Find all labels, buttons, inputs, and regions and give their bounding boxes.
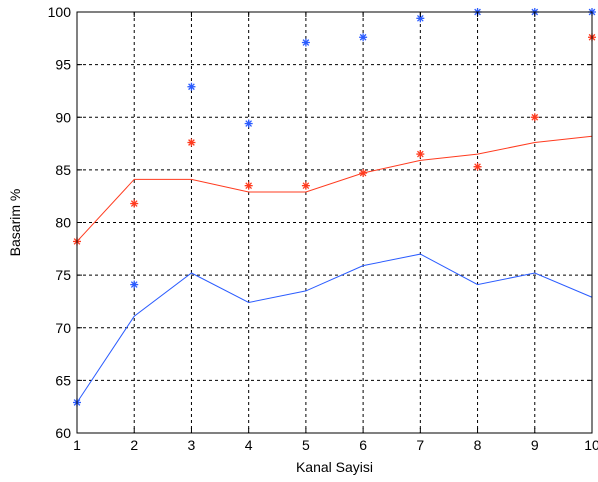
star-marker xyxy=(244,181,253,190)
star-marker xyxy=(187,82,196,91)
star-marker xyxy=(301,38,310,47)
y-tick-label: 90 xyxy=(55,109,71,125)
x-tick-label: 2 xyxy=(130,437,138,453)
star-marker xyxy=(130,280,139,289)
y-tick-label: 60 xyxy=(55,425,71,441)
star-marker xyxy=(416,150,425,159)
star-marker xyxy=(530,113,539,122)
star-marker xyxy=(359,33,368,42)
x-axis-label: Kanal Sayisi xyxy=(296,459,373,475)
tick-layer: 1 2 3 4 5 6 7 8 9 10 60 65 70 75 80 85 90 95 100 xyxy=(48,4,598,453)
star-marker xyxy=(473,162,482,171)
x-tick-label: 4 xyxy=(245,437,253,453)
y-tick-label: 80 xyxy=(55,215,71,231)
x-tick-label: 8 xyxy=(474,437,482,453)
y-tick-label: 100 xyxy=(48,4,72,20)
x-tick-label: 7 xyxy=(416,437,424,453)
grid-lines xyxy=(77,12,592,433)
series-layer xyxy=(73,8,596,407)
x-tick-label: 9 xyxy=(531,437,539,453)
x-tick-label: 6 xyxy=(359,437,367,453)
star-marker xyxy=(301,181,310,190)
series-line-2 xyxy=(76,135,593,242)
x-tick-label: 10 xyxy=(584,437,598,453)
x-tick-label: 3 xyxy=(188,437,196,453)
y-tick-label: 65 xyxy=(55,372,71,388)
star-marker xyxy=(187,138,196,147)
y-axis-label: Basarim % xyxy=(7,189,23,257)
y-tick-label: 95 xyxy=(55,57,71,73)
y-tick-label: 85 xyxy=(55,162,71,178)
y-tick-label: 70 xyxy=(55,320,71,336)
star-marker xyxy=(130,199,139,208)
plot-frame xyxy=(76,11,593,434)
x-tick-label: 1 xyxy=(73,437,81,453)
y-tick-label: 75 xyxy=(55,267,71,283)
series-line-0 xyxy=(76,253,593,403)
x-tick-label: 5 xyxy=(302,437,310,453)
star-marker xyxy=(359,169,368,178)
star-marker xyxy=(244,119,253,128)
